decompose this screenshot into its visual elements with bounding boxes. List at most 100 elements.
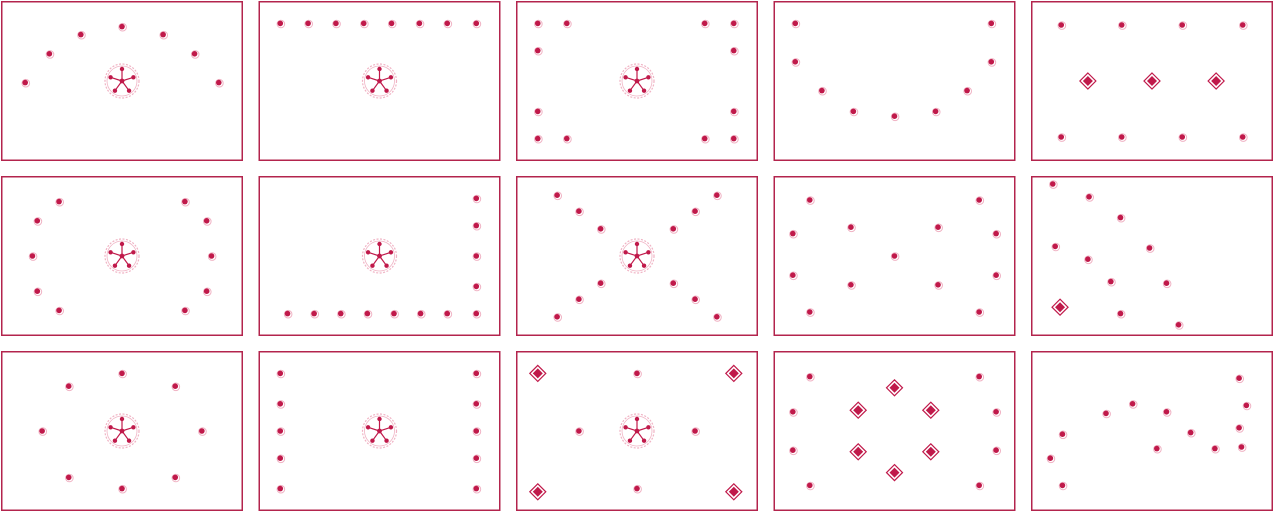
point-marker xyxy=(890,252,900,261)
point-marker xyxy=(472,454,482,464)
point-marker xyxy=(181,306,190,316)
point-marker xyxy=(207,252,217,261)
panel-frame xyxy=(1031,176,1273,336)
point-marker xyxy=(992,408,1002,417)
point-marker xyxy=(1116,309,1126,319)
hub-spoke-icon xyxy=(104,238,140,274)
point-marker xyxy=(806,308,815,317)
diamond-icon xyxy=(1051,298,1069,317)
point-marker xyxy=(415,19,425,29)
point-marker xyxy=(472,427,482,436)
point-marker xyxy=(1116,213,1126,223)
point-marker xyxy=(669,225,679,234)
panel-u-curve xyxy=(773,1,1016,161)
point-marker xyxy=(931,107,941,117)
point-marker xyxy=(472,282,482,292)
panel-hexagon-with-hub xyxy=(1,351,243,511)
point-marker xyxy=(713,313,722,322)
point-marker xyxy=(713,191,722,201)
point-marker xyxy=(791,19,801,29)
panel-side-columns-with-hub xyxy=(258,351,501,511)
point-marker xyxy=(1057,133,1067,142)
point-marker xyxy=(1237,443,1247,452)
point-marker xyxy=(730,19,739,29)
point-marker xyxy=(21,78,31,88)
point-marker xyxy=(534,134,543,144)
point-marker xyxy=(1239,133,1248,142)
hub-spoke-icon xyxy=(619,63,655,99)
point-marker xyxy=(337,309,346,319)
point-marker xyxy=(472,484,482,494)
hub-spoke-icon xyxy=(619,238,655,274)
panel-cross-with-diamonds xyxy=(516,351,758,511)
point-marker xyxy=(963,86,973,96)
hub-spoke-icon xyxy=(361,413,398,449)
point-marker xyxy=(304,19,314,29)
point-marker xyxy=(443,309,453,319)
diamond-icon xyxy=(1079,72,1097,90)
point-marker xyxy=(33,217,43,226)
diamond-icon xyxy=(528,364,547,383)
point-marker xyxy=(118,369,127,379)
point-marker xyxy=(118,22,127,32)
point-marker xyxy=(276,400,286,409)
point-marker xyxy=(1153,444,1162,454)
point-marker xyxy=(553,313,563,322)
point-marker xyxy=(159,30,169,40)
point-marker xyxy=(1178,21,1188,30)
point-marker xyxy=(387,19,397,29)
point-marker xyxy=(443,19,453,29)
point-marker xyxy=(276,369,286,379)
point-marker xyxy=(789,229,798,239)
panel-s-curve xyxy=(1031,351,1273,511)
point-marker xyxy=(1239,21,1248,30)
point-marker xyxy=(563,134,572,144)
point-marker xyxy=(1118,133,1127,142)
point-marker xyxy=(534,19,543,29)
point-marker xyxy=(276,454,286,464)
diamond-icon xyxy=(1143,72,1161,90)
diamond-icon xyxy=(921,442,940,461)
point-marker xyxy=(789,446,798,456)
point-marker xyxy=(849,107,859,117)
point-marker xyxy=(691,207,700,217)
point-marker xyxy=(1058,430,1068,440)
point-marker xyxy=(171,382,181,392)
point-marker xyxy=(890,112,900,122)
point-marker xyxy=(791,58,801,67)
diamond-icon xyxy=(885,463,904,482)
point-marker xyxy=(1145,244,1155,253)
point-marker xyxy=(992,229,1002,239)
point-marker xyxy=(691,427,700,436)
point-marker xyxy=(806,372,815,382)
point-marker xyxy=(390,309,399,319)
point-marker xyxy=(416,309,426,319)
panel-ring-with-hub xyxy=(1,176,243,336)
panel-diamond-ring xyxy=(773,351,1016,511)
point-marker xyxy=(847,223,856,233)
point-marker xyxy=(534,107,543,117)
point-marker xyxy=(332,19,341,29)
point-marker xyxy=(1046,454,1056,464)
point-marker xyxy=(1242,401,1252,411)
panel-diagonal-scatter xyxy=(1031,176,1273,336)
panel-l-shape-with-hub xyxy=(258,176,501,336)
point-marker xyxy=(1049,180,1058,189)
point-marker xyxy=(472,194,482,204)
point-marker xyxy=(472,369,482,379)
point-marker xyxy=(975,196,985,205)
point-marker xyxy=(575,427,584,436)
point-marker xyxy=(992,446,1002,456)
point-marker xyxy=(1107,277,1116,287)
point-marker xyxy=(1102,409,1111,419)
diamond-icon xyxy=(885,378,904,397)
point-marker xyxy=(276,427,286,436)
hub-spoke-icon xyxy=(361,63,398,99)
point-marker xyxy=(534,46,543,56)
point-marker xyxy=(987,19,997,29)
panel-top-row-with-hub xyxy=(258,1,501,161)
point-marker xyxy=(472,221,482,231)
panel-x-shape-with-hub xyxy=(516,176,758,336)
point-marker xyxy=(847,281,856,290)
